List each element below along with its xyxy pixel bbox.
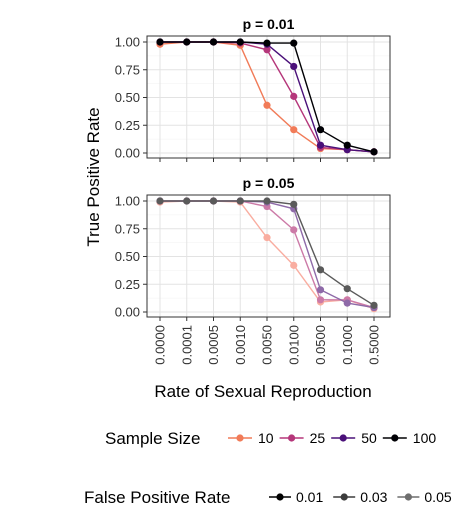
panel-border [146,35,391,159]
y-tick-label: 0.00 [115,305,140,320]
y-tick-label: 0.75 [115,62,140,77]
y-tick-label: 0.50 [115,249,140,264]
data-point [263,101,271,109]
data-point [343,299,351,307]
data-point [156,38,164,46]
panel-border [146,194,391,318]
panel-1: p = 0.01 0.00 0.25 0.50 0.75 1.00 [115,16,391,162]
legend-key-point [404,493,412,501]
legends: Sample Size 10 25 50 100 False Positive Rate 0… [84,429,452,507]
data-point [290,39,298,47]
data-point [263,197,271,205]
data-point [290,126,298,134]
data-point [209,197,218,205]
y-tick-label: 0.00 [115,146,140,161]
y-tick-label: 1.00 [115,194,140,209]
panel-2: p = 0.05 0.00 0.25 0.50 0.75 1.00 0.0000 0.0001… [115,175,391,365]
legend-label: 10 [258,430,274,446]
legend-label: 50 [361,430,377,446]
data-point [316,296,325,304]
data-point [290,92,298,100]
data-point [290,226,298,234]
x-tick-label: 0.1000 [340,325,355,365]
data-point [236,197,244,205]
legend-key-point [339,434,347,442]
legend-title: False Positive Rate [84,488,230,507]
data-point [183,38,191,46]
panel-title: p = 0.01 [243,16,295,32]
data-point [316,286,325,294]
legend-title: Sample Size [105,429,200,448]
x-tick-label: 0.0500 [313,325,328,365]
legend-key-point [236,434,244,442]
legend-2: False Positive Rate 0.01 0.03 0.05 [84,488,452,507]
data-point [290,200,298,208]
legend-label: 25 [310,430,326,446]
data-point [343,141,351,149]
legend-label: 100 [413,430,437,446]
data-point [290,62,298,71]
data-point [183,197,191,205]
data-point [263,39,271,47]
legend-key-point [276,493,284,501]
data-point [263,234,271,242]
data-point [290,261,298,269]
x-tick-label: 0.0100 [286,325,301,365]
x-tick-label: 0.0005 [206,325,221,365]
legend-1: Sample Size 10 25 50 100 [105,429,436,448]
data-point [343,285,351,293]
y-axis-label: True Positive Rate [84,107,103,246]
y-tick-label: 1.00 [115,35,140,50]
data-point [316,126,325,134]
data-point [263,46,271,54]
x-tick-label: 0.0050 [260,325,275,365]
legend-label: 0.03 [360,489,387,505]
y-tick-label: 0.50 [115,90,140,105]
data-point [156,197,164,205]
data-point [316,266,325,274]
legend-label: 0.05 [424,489,451,505]
legend-label: 0.01 [296,489,323,505]
legend-key-point [340,493,348,501]
x-tick-label: 0.0000 [153,325,168,365]
y-tick-label: 0.75 [115,221,140,236]
x-tick-label: 0.0010 [233,325,248,365]
x-tick-label: 0.0001 [179,325,194,365]
legend-key-point [288,434,296,442]
chart-panels: p = 0.01 0.00 0.25 0.50 0.75 1.00 p = 0.05 0.00… [115,16,391,365]
panel-title: p = 0.05 [243,175,295,191]
x-tick-label: 0.5000 [367,325,382,365]
y-tick-label: 0.25 [115,118,140,133]
data-point [236,38,244,46]
x-axis-label: Rate of Sexual Reproduction [154,382,371,401]
y-tick-label: 0.25 [115,277,140,292]
data-point [370,148,378,156]
data-point [370,301,378,309]
data-point [316,141,325,149]
legend-key-point [391,434,399,442]
data-point [209,38,218,46]
